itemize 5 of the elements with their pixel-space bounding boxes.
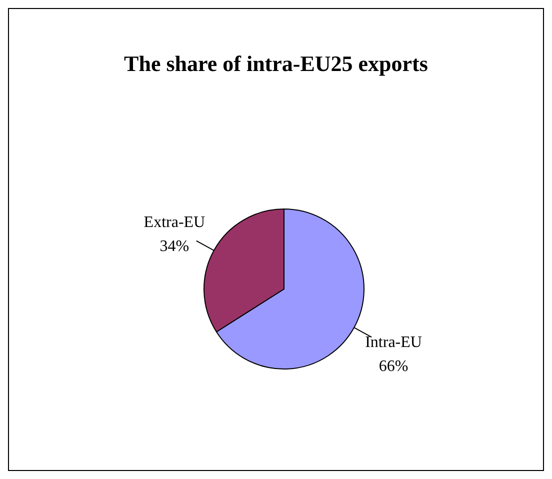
slice-label: Extra-EU [144, 214, 206, 231]
chart-title: The share of intra-EU25 exports [123, 51, 429, 77]
data-label: 34% [160, 238, 190, 255]
slice-label: Intra-EU [365, 334, 422, 352]
data-label: 66% [378, 358, 408, 376]
